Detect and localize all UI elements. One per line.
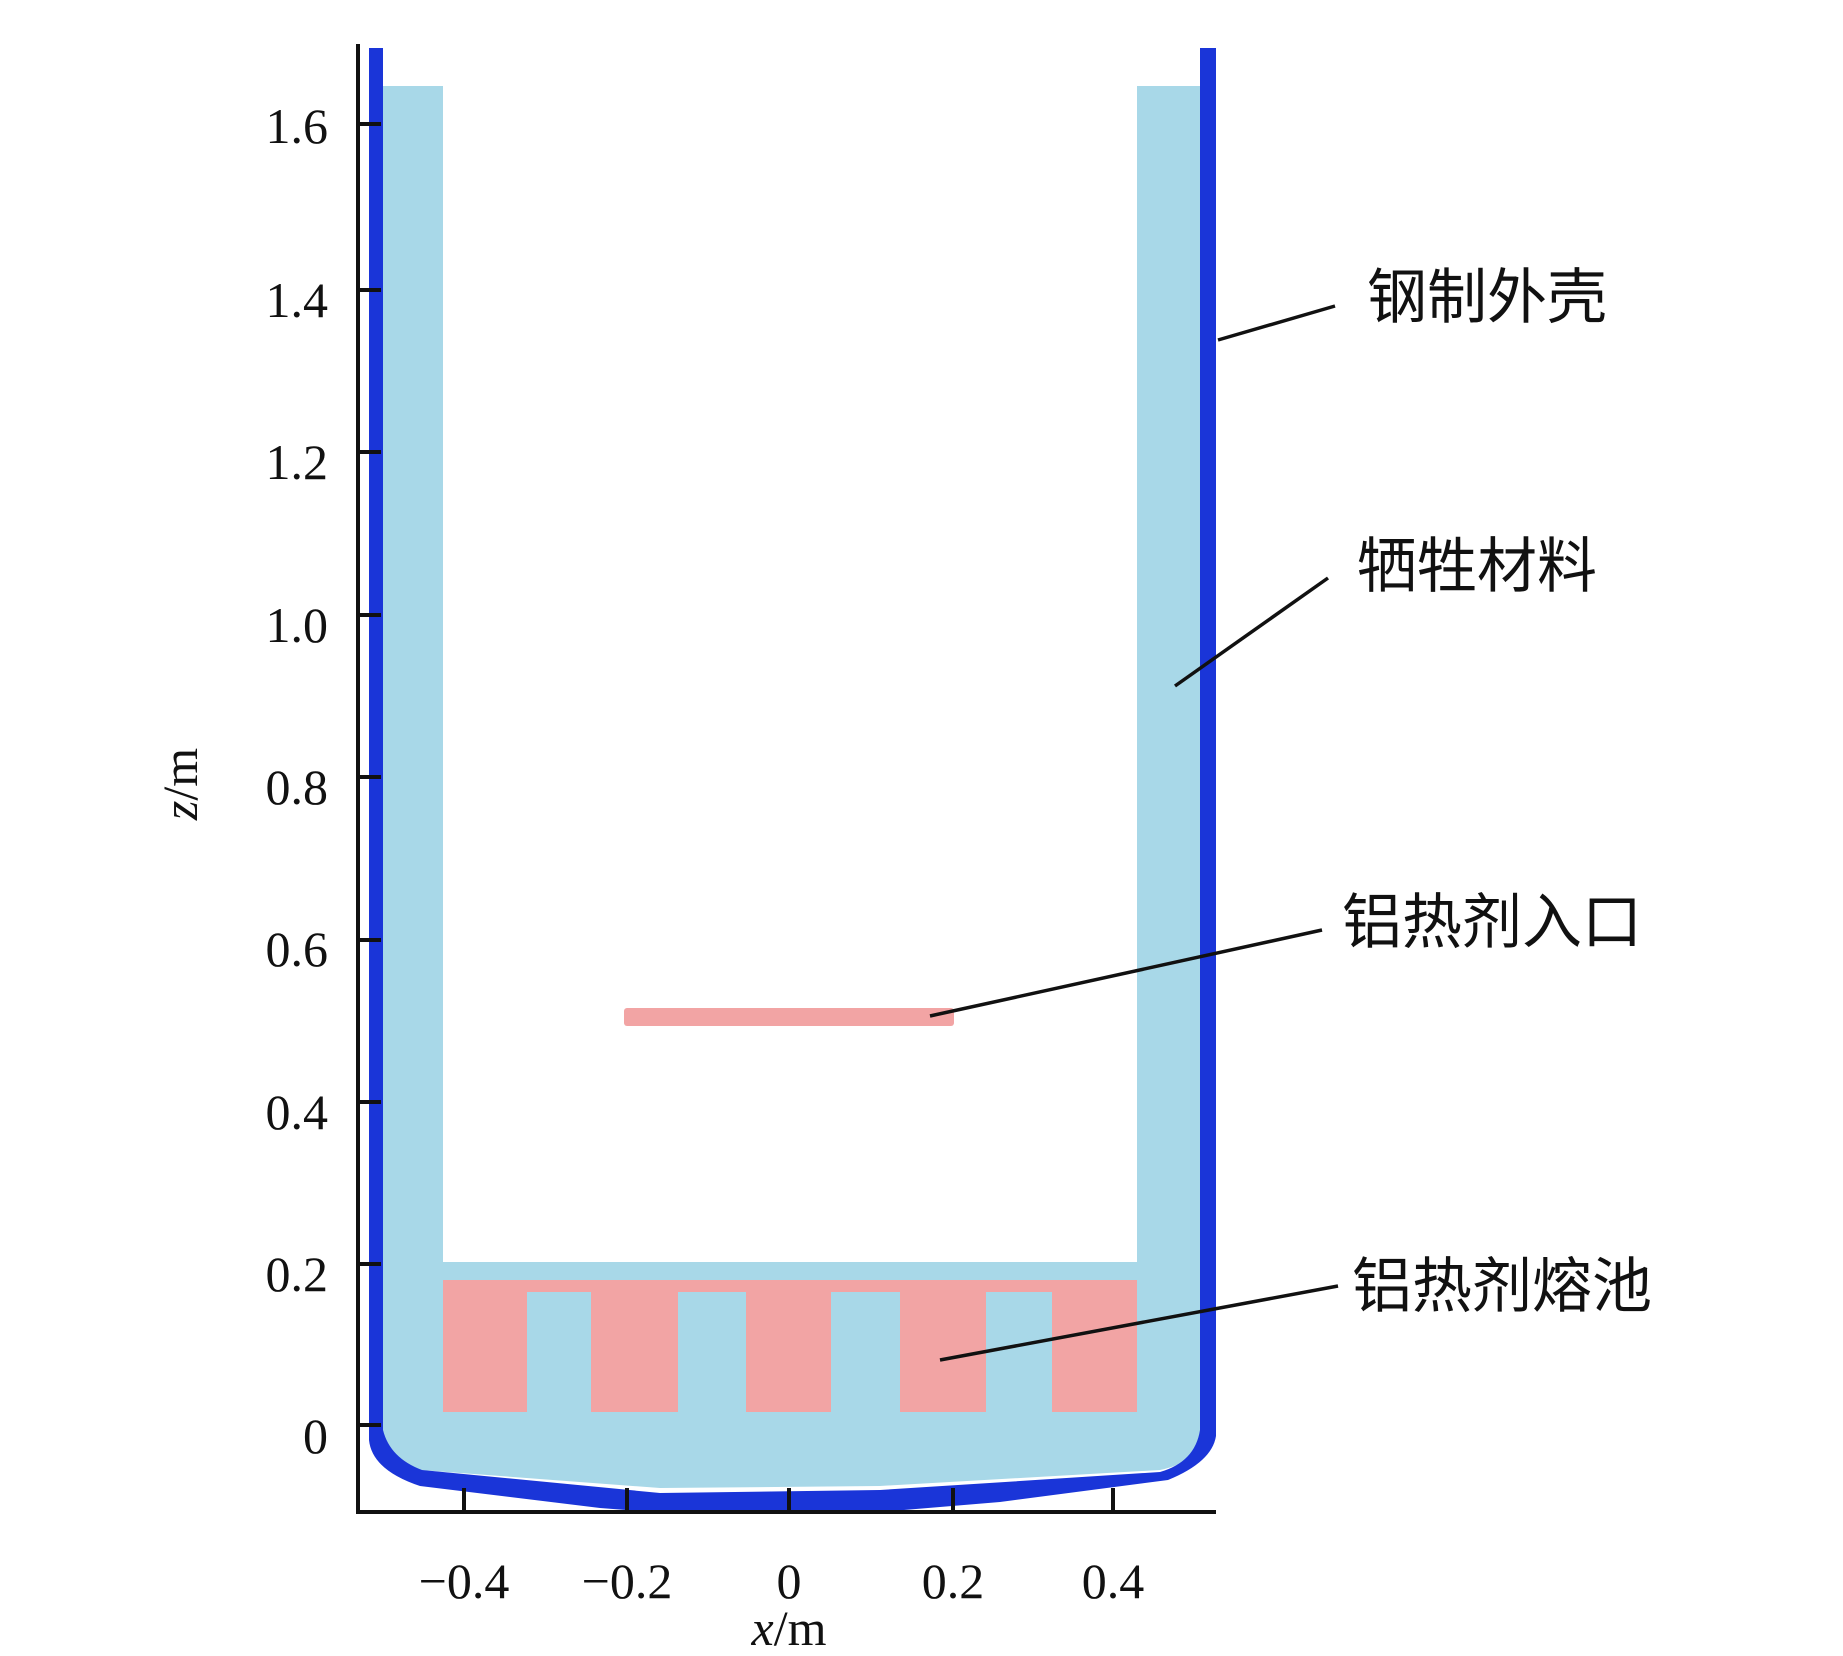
label-thermite-pool: 铝热剂熔池 [1352,1252,1652,1322]
y-axis-var: z [152,801,208,821]
sacrificial-material-region [378,86,1204,1488]
leader-thermite-pool [939,1284,1339,1362]
y-tick-label: 1.4 [266,272,329,328]
y-tick-label: 1.2 [266,434,329,490]
thermite-pool-block-4 [900,1290,986,1412]
leader-sacrificial-material [1173,576,1330,688]
thermite-pool [443,1280,1137,1412]
y-tick-label: 1.0 [266,597,329,653]
x-tick-label: −0.4 [419,1553,510,1609]
thermite-pool-top-band [443,1280,1137,1292]
y-axis-unit: /m [152,748,208,801]
axes [356,44,1216,1514]
leader-steel-shell [1217,304,1336,342]
x-tick-labels: −0.4 −0.2 0 0.2 0.4 [419,1553,1145,1609]
y-tick-label: 0.6 [266,921,329,977]
x-tick-label: 0.2 [922,1553,985,1609]
y-tick-label: 1.6 [266,98,329,154]
x-axis-title: x/m [751,1600,827,1656]
x-tick-label: 0.4 [1082,1553,1145,1609]
x-tick-label: 0 [777,1553,802,1609]
leader-lines [929,304,1339,1362]
leader-thermite-inlet [929,928,1323,1018]
y-tick-label: 0.4 [266,1084,329,1140]
x-tick-label: −0.2 [582,1553,673,1609]
y-tick-label: 0 [303,1408,328,1464]
x-axis-var: x [751,1600,774,1656]
x-axis-unit: /m [774,1600,827,1656]
thermite-pool-block-3 [746,1290,831,1412]
y-tick-label: 0.2 [266,1246,329,1302]
thermite-inlet [624,1008,954,1026]
y-axis-title: z/m [152,748,208,821]
y-tick-label: 0.8 [266,759,329,815]
thermite-pool-block-5 [1052,1290,1137,1412]
label-sacrificial-material: 牺牲材料 [1357,532,1597,602]
thermite-pool-block-2 [591,1290,678,1412]
label-steel-shell: 钢制外壳 [1367,263,1607,333]
y-tick-labels: 0 0.2 0.4 0.6 0.8 1.0 1.2 1.4 1.6 [266,98,329,1464]
label-thermite-inlet: 铝热剂入口 [1342,888,1642,958]
thermite-pool-block-1 [443,1290,527,1412]
